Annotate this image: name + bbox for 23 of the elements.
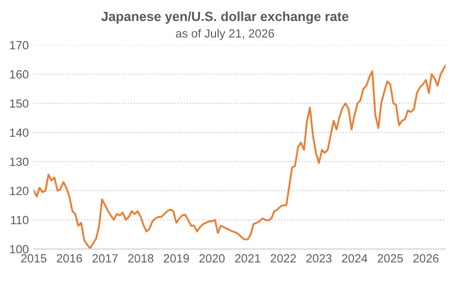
x-tick-label: 2020 xyxy=(199,254,225,263)
y-tick-label: 120 xyxy=(10,186,28,196)
x-tick-label: 2018 xyxy=(128,254,154,263)
y-tick-label: 160 xyxy=(10,70,28,79)
chart-subtitle: as of July 21, 2026 xyxy=(176,28,274,40)
x-tick-label: 2026 xyxy=(413,254,438,263)
line-series xyxy=(34,64,446,249)
x-tick-label: 2016 xyxy=(56,254,82,263)
x-tick-label: 2015 xyxy=(21,254,46,263)
y-tick-label: 100 xyxy=(10,245,28,254)
y-tick-label: 170 xyxy=(10,41,28,50)
x-tick-label: 2021 xyxy=(235,254,260,263)
x-tick-label: 2025 xyxy=(378,254,403,263)
y-tick-label: 110 xyxy=(10,216,28,224)
y-tick-label: 130 xyxy=(10,158,28,166)
x-tick-label: 2019 xyxy=(164,254,189,263)
x-tick-label: 2023 xyxy=(306,254,332,263)
chart-title: Japanese yen/U.S. dollar exchange rate xyxy=(101,11,348,24)
x-tick-label: 2024 xyxy=(342,254,368,263)
y-tick-label: 150 xyxy=(10,99,28,108)
x-tick-label: 2022 xyxy=(270,254,296,263)
y-tick-label: 140 xyxy=(10,128,28,137)
x-tick-label: 2017 xyxy=(92,254,118,263)
